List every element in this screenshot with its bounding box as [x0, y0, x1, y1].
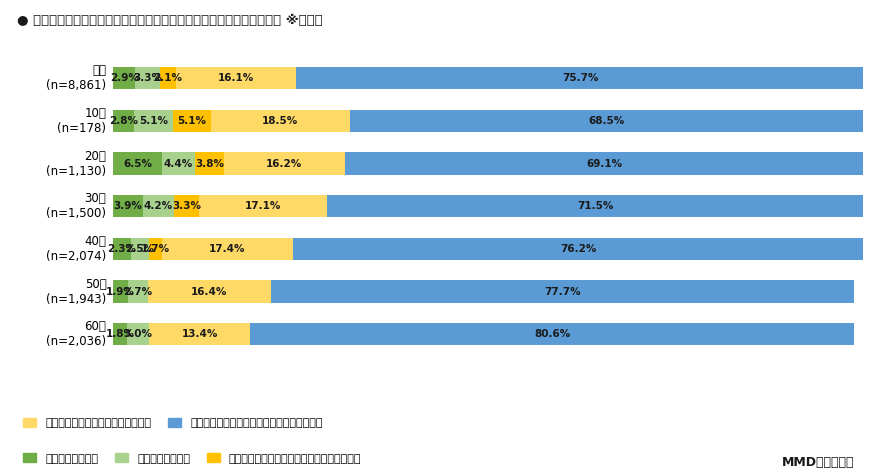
Text: 5.1%: 5.1% [139, 116, 168, 126]
Text: 2.3%: 2.3% [107, 244, 137, 254]
Text: 3.3%: 3.3% [172, 201, 201, 211]
Legend: 利用したことがないが、興味がある, 利用したことがなく、利用するつもりもない: 利用したことがないが、興味がある, 利用したことがなく、利用するつもりもない [23, 418, 323, 428]
Text: 2.5%: 2.5% [126, 244, 154, 254]
Bar [135, 67, 160, 89]
Bar [127, 281, 148, 302]
Text: 17.1%: 17.1% [245, 201, 281, 211]
Bar [296, 67, 864, 89]
Text: 5.1%: 5.1% [177, 116, 206, 126]
Bar [113, 67, 135, 89]
Bar [162, 153, 195, 174]
Bar [113, 323, 126, 345]
Text: 3.8%: 3.8% [194, 158, 224, 169]
Text: 3.3%: 3.3% [133, 73, 162, 83]
Bar [134, 110, 173, 132]
Text: 2.9%: 2.9% [110, 73, 139, 83]
Text: 1.9%: 1.9% [106, 286, 135, 297]
Bar [195, 153, 223, 174]
Bar [223, 153, 345, 174]
Text: 16.1%: 16.1% [218, 73, 254, 83]
Text: 3.9%: 3.9% [113, 201, 142, 211]
Text: 2.8%: 2.8% [109, 116, 139, 126]
Text: 68.5%: 68.5% [589, 116, 624, 126]
Text: 13.4%: 13.4% [181, 329, 218, 339]
Text: 1.7%: 1.7% [141, 244, 170, 254]
Text: 16.4%: 16.4% [191, 286, 228, 297]
Bar [327, 195, 863, 217]
Bar [113, 153, 162, 174]
Text: MMD研究所調べ: MMD研究所調べ [782, 456, 855, 469]
Text: 6.5%: 6.5% [123, 158, 153, 169]
Text: 75.7%: 75.7% [562, 73, 598, 83]
Bar [350, 110, 863, 132]
Bar [345, 153, 863, 174]
Text: 80.6%: 80.6% [534, 329, 570, 339]
Text: 16.2%: 16.2% [266, 158, 303, 169]
Bar [113, 110, 134, 132]
Text: 18.5%: 18.5% [262, 116, 298, 126]
Bar [149, 238, 162, 260]
Text: 2.7%: 2.7% [123, 286, 153, 297]
Bar [162, 238, 293, 260]
Bar [148, 281, 271, 302]
Bar [271, 281, 854, 302]
Text: 3.0%: 3.0% [124, 329, 153, 339]
Bar [211, 110, 350, 132]
Bar [113, 195, 143, 217]
Bar [143, 195, 174, 217]
Bar [173, 110, 211, 132]
Text: 4.2%: 4.2% [144, 201, 173, 211]
Text: 69.1%: 69.1% [586, 158, 623, 169]
Bar [149, 323, 250, 345]
Bar [113, 238, 131, 260]
Text: 4.4%: 4.4% [164, 158, 194, 169]
Bar [174, 195, 199, 217]
Text: 76.2%: 76.2% [560, 244, 596, 254]
Text: ● ネット：冷凍弁当やすでに出来上がった総菜の注文・配送の利用経験 ※年代別: ● ネット：冷凍弁当やすでに出来上がった総菜の注文・配送の利用経験 ※年代別 [17, 14, 324, 27]
Text: 71.5%: 71.5% [577, 201, 613, 211]
Text: 77.7%: 77.7% [544, 286, 581, 297]
Bar [293, 238, 864, 260]
Bar [199, 195, 327, 217]
Bar [131, 238, 149, 260]
Bar [175, 67, 296, 89]
Bar [250, 323, 855, 345]
Legend: 現在利用している, 過去利用していた, 利用したことがないが、利用を検討している: 現在利用している, 過去利用していた, 利用したことがないが、利用を検討している [23, 453, 362, 464]
Bar [126, 323, 149, 345]
Text: 17.4%: 17.4% [209, 244, 246, 254]
Bar [113, 281, 127, 302]
Text: 2.1%: 2.1% [153, 73, 182, 83]
Bar [160, 67, 175, 89]
Text: 1.8%: 1.8% [106, 329, 134, 339]
